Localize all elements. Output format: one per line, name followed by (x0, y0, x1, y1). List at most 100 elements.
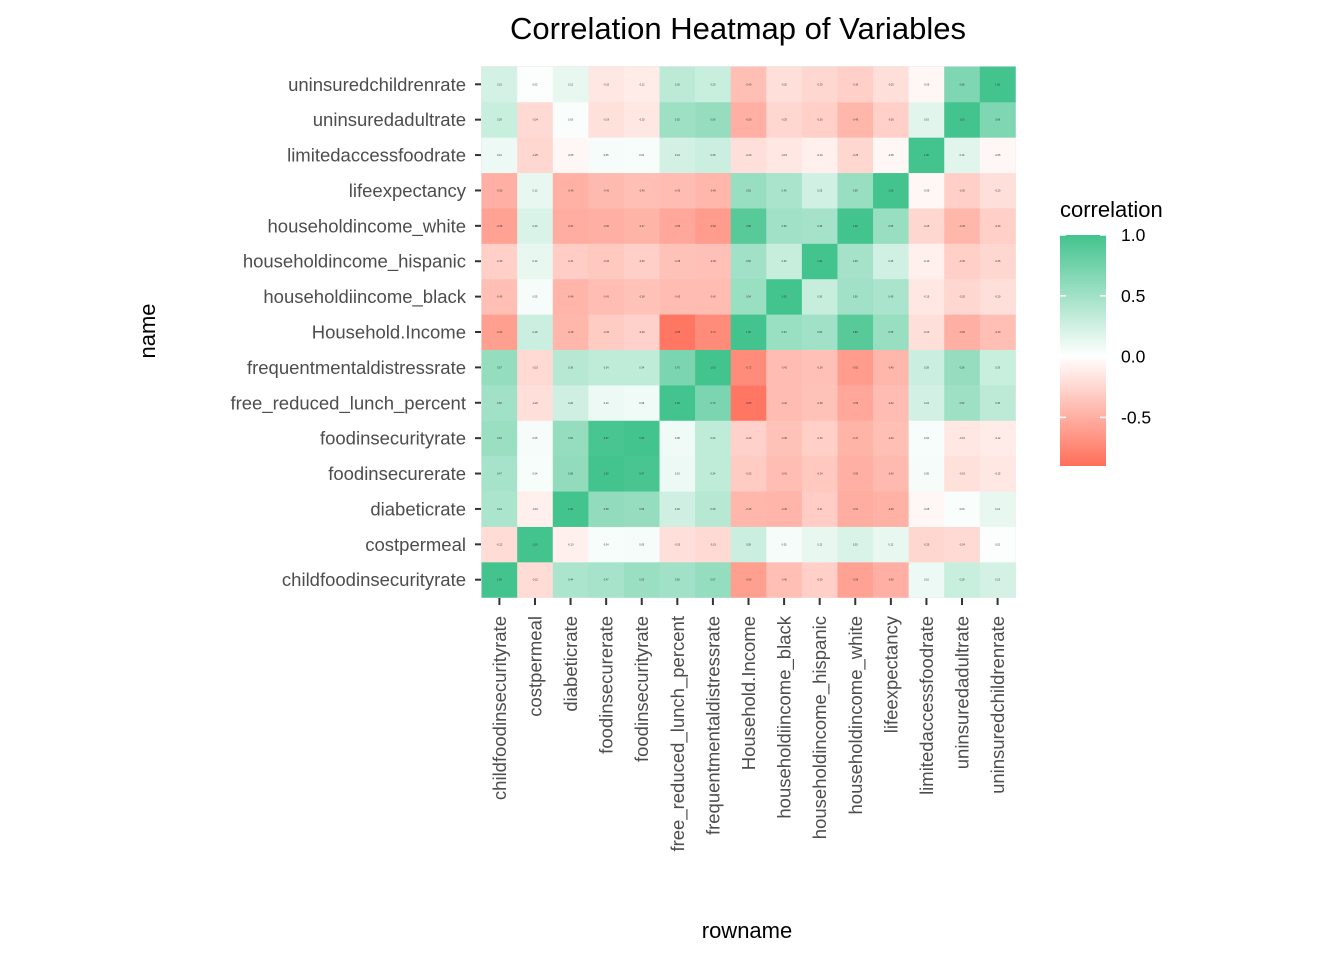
cell-value-label: -0.20 (888, 83, 894, 86)
heatmap-cell (481, 101, 518, 138)
cell-value-label: -0.45 (746, 508, 752, 511)
heatmap-cell (695, 314, 732, 350)
heatmap-cell (766, 172, 803, 209)
heatmap-cell (944, 208, 981, 244)
cell-value-label: -0.38 (781, 437, 787, 440)
cell-value-label: 0.05 (533, 296, 538, 299)
cell-value-label: -0.43 (888, 473, 894, 476)
cell-value-label: -0.24 (532, 119, 538, 122)
heatmap-cell (801, 385, 838, 421)
cell-value-label: -0.49 (568, 189, 574, 192)
cell-value-label: 0.30 (817, 296, 822, 299)
cell-value-label: -0.30 (817, 579, 823, 582)
cell-value-label: -0.62 (710, 225, 716, 228)
heatmap-cell (659, 137, 696, 174)
y-tick-label: frequentmentaldistressrate (247, 357, 466, 378)
heatmap-cell (730, 385, 767, 421)
heatmap-cell (695, 349, 732, 386)
heatmap-cell (659, 385, 696, 421)
heatmap-cell (766, 101, 803, 138)
heatmap-cell (588, 66, 625, 103)
cell-value-label: -0.05 (924, 508, 930, 511)
heatmap-cell (659, 314, 696, 350)
heatmap-cell (481, 66, 518, 103)
cell-value-label: 0.50 (675, 579, 680, 582)
heatmap-cell (517, 101, 554, 138)
heatmap-cell (766, 314, 803, 350)
cell-value-label: 0.28 (710, 154, 715, 157)
heatmap-cell (481, 385, 518, 421)
heatmap-cell (552, 208, 589, 244)
x-tick-label: frequentmentaldistressrate (702, 616, 723, 835)
heatmap-cell (801, 208, 838, 244)
cell-value-label: -0.30 (959, 260, 965, 263)
heatmap-cell (588, 172, 625, 209)
heatmap-cell (623, 101, 660, 138)
cell-value-label: 0.53 (639, 579, 644, 582)
cell-value-label: -0.72 (710, 331, 716, 334)
heatmap-cell (873, 314, 909, 350)
heatmap-cell (979, 491, 1016, 527)
y-tick-label: diabeticrate (370, 498, 466, 519)
heatmap-cell (481, 562, 518, 598)
cell-value-label: -0.25 (924, 543, 930, 546)
heatmap-cell (730, 208, 767, 244)
heatmap-cell (517, 562, 554, 598)
heatmap-cell (944, 137, 981, 174)
cell-value-label: -0.15 (924, 296, 930, 299)
heatmap-cell (801, 562, 838, 598)
heatmap-cell (623, 314, 660, 350)
cell-value-label: 0.34 (604, 366, 609, 369)
cell-value-label: -0.50 (888, 579, 894, 582)
heatmap-cell (837, 455, 874, 492)
heatmap-cell (873, 278, 909, 315)
cell-value-label: -0.34 (817, 473, 823, 476)
cell-value-label: -0.23 (710, 543, 716, 546)
cell-value-label: 0.05 (604, 154, 609, 157)
cell-value-label: -0.40 (781, 579, 787, 582)
heatmap-cell (801, 66, 838, 103)
cell-value-label: 0.50 (817, 331, 822, 334)
heatmap-cell (873, 137, 909, 174)
y-tick-label: limitedaccessfoodrate (287, 145, 466, 166)
heatmap-cell (837, 101, 874, 138)
heatmap-cell (552, 314, 589, 350)
heatmap-cell (979, 101, 1016, 138)
cell-value-label: -0.42 (781, 366, 787, 369)
heatmap-cell (481, 420, 518, 457)
heatmap-cell (588, 101, 625, 138)
heatmap-cell (730, 349, 767, 386)
heatmap-cell (588, 455, 625, 492)
cell-value-label: -0.29 (746, 437, 752, 440)
heatmap-cell (837, 562, 874, 598)
heatmap-cell (873, 420, 909, 457)
heatmap-cell (979, 349, 1016, 386)
heatmap-cell (623, 243, 660, 280)
cell-value-label: 0.04 (924, 437, 929, 440)
cell-value-label: 0.08 (639, 402, 644, 405)
y-tick-label: foodinsecurerate (328, 463, 466, 484)
heatmap-cell (552, 562, 589, 598)
x-tick-label: limitedaccessfoodrate (916, 616, 937, 795)
heatmap-cell (873, 172, 909, 209)
heatmap-cell (979, 243, 1016, 280)
cell-value-label: -0.25 (995, 260, 1001, 263)
heatmap-cell (837, 526, 874, 563)
cell-value-label: -0.40 (497, 296, 503, 299)
heatmap-cell (695, 243, 732, 280)
x-tick-label: foodinsecurerate (596, 616, 617, 754)
heatmap-cell (766, 137, 803, 174)
heatmap-cell (766, 562, 803, 598)
heatmap-cell (695, 420, 732, 457)
heatmap-cell (481, 314, 518, 350)
heatmap-cell (517, 455, 554, 492)
cell-value-label: 0.55 (888, 331, 893, 334)
legend-ticks: 1.0 0.5 0.0 -0.5 (1060, 225, 1151, 427)
heatmap-cell (659, 562, 696, 598)
cell-value-label: -0.20 (924, 331, 930, 334)
heatmap-cell (944, 562, 981, 598)
heatmap-cell (979, 172, 1016, 209)
cell-value-label: 0.03 (568, 119, 573, 122)
cell-value-label: 0.04 (639, 154, 644, 157)
